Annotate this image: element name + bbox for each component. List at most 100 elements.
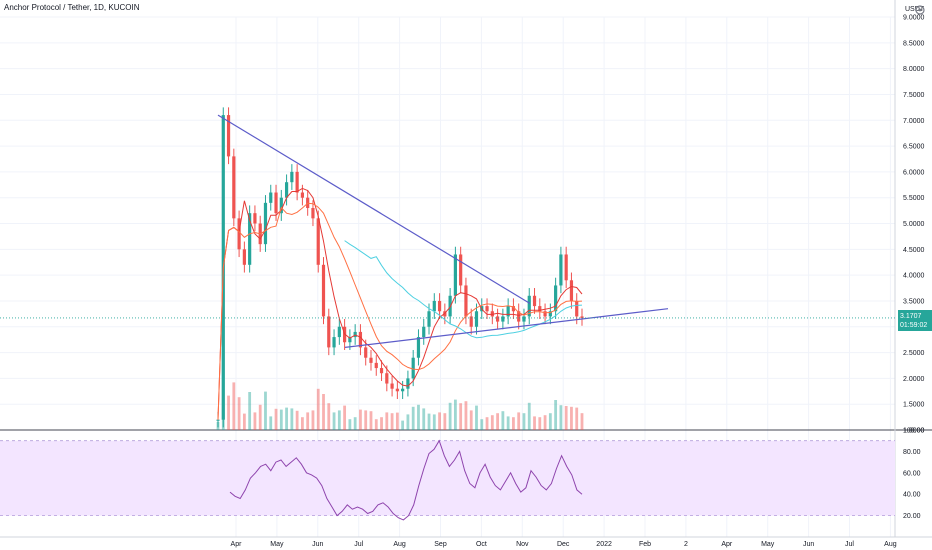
candle-body — [379, 368, 384, 374]
volume-bar — [575, 407, 579, 430]
volume-bar — [432, 414, 436, 430]
volume-bar — [337, 410, 341, 430]
candle-countdown: 01:59:02 — [900, 322, 928, 329]
candle-body — [290, 171, 294, 183]
candle-body — [569, 280, 574, 301]
time-axis-tick-label: Jun — [312, 541, 323, 548]
candle-body — [311, 208, 315, 219]
gear-icon[interactable] — [914, 4, 926, 16]
volume-bar — [459, 403, 463, 430]
currency-label: USDT — [905, 6, 925, 13]
volume-bar — [264, 391, 267, 430]
volume-bar — [369, 411, 373, 430]
volume-bar — [316, 388, 320, 430]
volume-bar — [237, 397, 241, 430]
candle-body — [284, 182, 289, 198]
ma-cyan-line — [344, 240, 583, 339]
volume-bar — [232, 382, 236, 430]
volume-bar — [274, 408, 278, 430]
price-axis-tick-label: 6.0000 — [903, 169, 925, 176]
time-axis-tick-label: Jul — [845, 541, 854, 548]
volume-bar — [417, 404, 420, 430]
time-axis-tick-label: Apr — [721, 541, 733, 548]
candle-body — [237, 218, 241, 250]
time-axis-tick-label: Jun — [803, 541, 814, 548]
volume-bar — [506, 416, 510, 430]
chart-title: Anchor Protocol / Tether, 1D, KUCOIN — [4, 3, 140, 12]
candle-body — [490, 311, 494, 317]
volume-bar — [448, 402, 452, 430]
candle-body — [532, 295, 537, 307]
volume-bar — [374, 419, 378, 430]
candle-body — [369, 357, 373, 363]
candle-body — [422, 326, 426, 338]
volume-bar — [353, 417, 357, 430]
ascending-trendline — [344, 308, 669, 348]
volume-bar — [501, 411, 505, 430]
volume-bar — [485, 417, 489, 430]
candle-body — [543, 311, 547, 317]
candle-body — [506, 306, 510, 317]
candle-body — [538, 306, 542, 312]
price-axis-tick-label: 5.0000 — [903, 221, 925, 228]
candle-body — [327, 316, 331, 348]
volume-bar — [290, 408, 294, 430]
rsi-axis-tick-label: 40.00 — [903, 492, 921, 499]
volume-bar — [453, 399, 457, 430]
candle-body — [374, 362, 378, 369]
candle-body — [226, 115, 231, 157]
candle-body — [401, 388, 405, 392]
volume-bar — [527, 402, 531, 430]
rsi-axis-tick-label: 60.00 — [903, 470, 921, 477]
volume-bar — [538, 417, 542, 430]
volume-bar — [554, 400, 558, 430]
candle-body — [253, 213, 257, 224]
time-axis-tick-label: Oct — [476, 541, 487, 548]
last-price-badge: 3.1707 01:59:02 — [898, 310, 932, 331]
candle-body — [495, 316, 500, 322]
candle-body — [474, 311, 479, 327]
volume-bar — [443, 413, 447, 430]
candle-body — [300, 192, 305, 198]
candle-body — [279, 197, 283, 214]
candle-body — [564, 254, 568, 281]
volume-bar — [559, 405, 563, 430]
candle-body — [337, 326, 341, 338]
candle-body — [453, 254, 457, 296]
price-axis-tick-label: 9.0000 — [903, 15, 925, 22]
time-axis-tick-label: Nov — [516, 541, 529, 548]
volume-bar — [401, 420, 405, 430]
volume-bar — [517, 412, 521, 430]
volume-bar — [327, 403, 331, 430]
candle-body — [274, 192, 278, 214]
rsi-axis-tick-label: 80.00 — [903, 449, 921, 456]
candle-body — [232, 156, 236, 219]
time-axis-tick-label: 2 — [684, 541, 688, 548]
volume-bar — [406, 414, 410, 430]
candle-body — [385, 373, 389, 384]
volume-bar — [364, 410, 368, 430]
volume-bar — [496, 413, 499, 430]
volume-bar — [422, 408, 426, 430]
volume-bar — [564, 406, 568, 430]
volume-bar — [512, 417, 515, 430]
volume-bar — [580, 413, 584, 430]
price-axis-tick-label: 6.5000 — [903, 144, 925, 151]
time-axis-tick-label: 2022 — [596, 541, 612, 548]
price-axis-tick-label: 3.5000 — [903, 298, 925, 305]
volume-bar — [306, 412, 310, 430]
time-axis-tick-label: Aug — [393, 541, 406, 548]
rsi-band — [0, 440, 895, 516]
candle-body — [527, 295, 531, 317]
candle-body — [332, 337, 336, 348]
last-price: 3.1707 — [900, 313, 922, 320]
candle-body — [242, 249, 246, 265]
time-axis-tick-label: Sep — [434, 541, 447, 548]
price-axis-tick-label: 4.0000 — [903, 273, 925, 280]
candle-body — [437, 300, 442, 312]
candle-body — [364, 347, 368, 358]
price-axis-tick-label: 1.5000 — [903, 402, 925, 409]
volume-bar — [480, 419, 484, 430]
